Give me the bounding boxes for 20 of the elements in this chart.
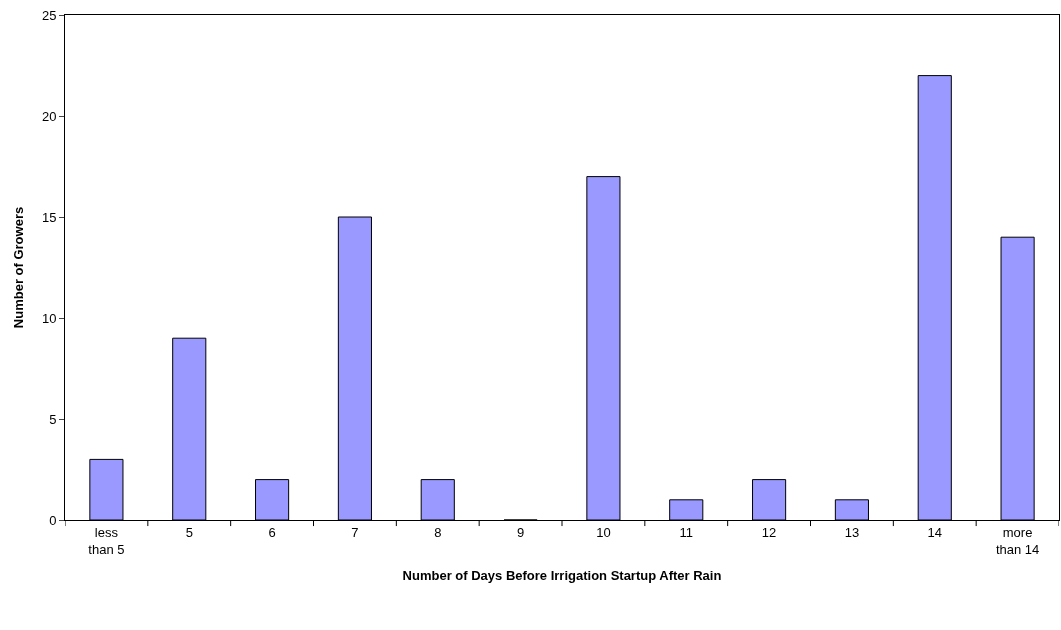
y-tick-label: 10 <box>41 310 57 326</box>
x-tick-label: 9 <box>516 524 525 540</box>
y-tick-label: 25 <box>41 7 57 23</box>
y-tick-label: 0 <box>49 512 57 528</box>
x-tick-label: 13 <box>844 524 860 540</box>
y-tick-label: 5 <box>49 411 57 427</box>
y-tick-label: 20 <box>41 108 57 124</box>
x-tick-label: 6 <box>268 524 276 540</box>
x-tick-label: 10 <box>596 524 611 540</box>
x-tick-label: 5 <box>185 524 193 540</box>
x-tick-label: 7 <box>351 524 359 540</box>
x-axis-title: Number of Days Before Irrigation Startup After Rain <box>402 568 722 584</box>
x-tick-label: 11 <box>679 524 693 540</box>
x-tick-label: 12 <box>761 524 777 540</box>
y-tick-label: 15 <box>41 209 57 225</box>
x-tick-label: 8 <box>434 524 442 540</box>
x-tick-label: 14 <box>927 524 942 540</box>
y-axis-title: Number of Growers <box>10 206 26 329</box>
x-tick-label: less than 5 <box>88 524 125 557</box>
x-tick-label: more than 14 <box>995 524 1040 557</box>
